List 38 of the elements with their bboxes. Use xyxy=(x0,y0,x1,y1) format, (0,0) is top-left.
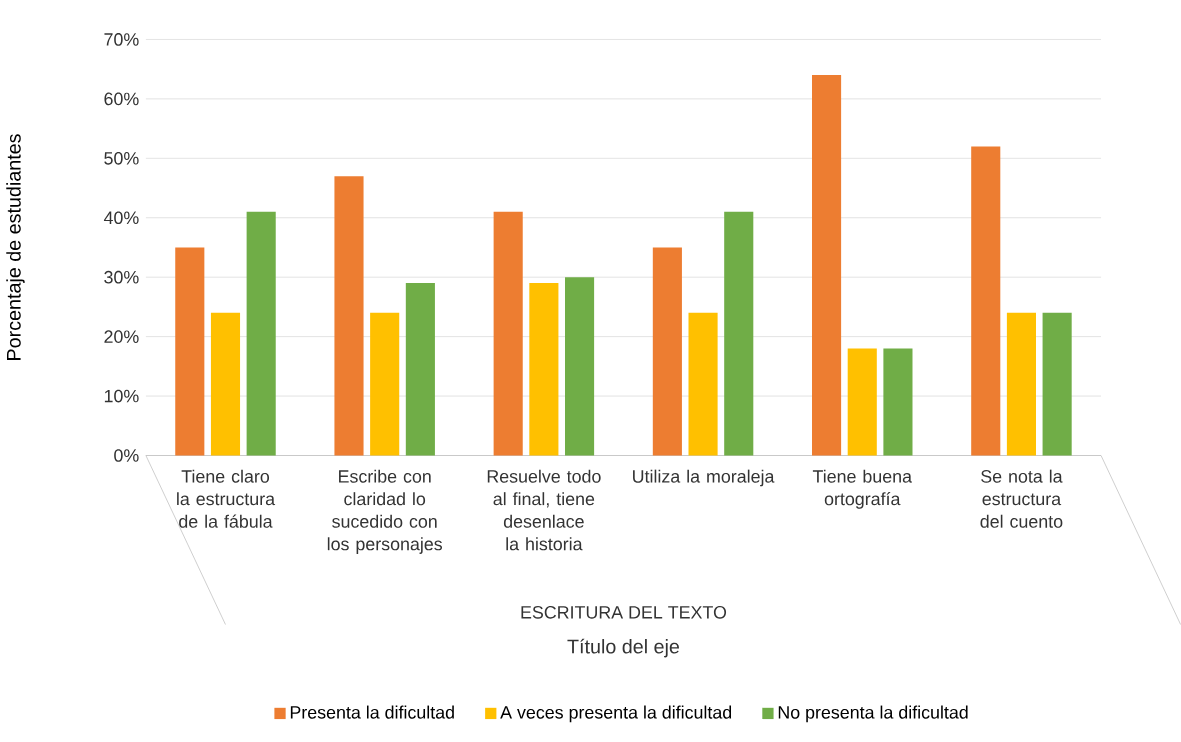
bar xyxy=(652,247,682,456)
y-tick-label: 70% xyxy=(104,33,139,46)
bar xyxy=(883,348,913,456)
bar xyxy=(370,312,400,456)
bar xyxy=(688,312,718,456)
bar xyxy=(246,211,276,456)
bar xyxy=(493,211,523,456)
x-tick-label: Utiliza la moraleja xyxy=(633,469,775,487)
y-tick-label: 20% xyxy=(104,330,139,343)
x-axis-title: Título del eje xyxy=(567,638,680,658)
y-tick-label: 30% xyxy=(104,270,139,284)
legend-label: Presenta la dificultad xyxy=(290,705,454,719)
y-tick-label: 10% xyxy=(104,389,139,403)
x-tick-label: Tiene claro la estructura de la fábula xyxy=(177,469,276,528)
y-axis-title: Porcentaje de estudiantes xyxy=(6,134,25,360)
bar xyxy=(971,146,1001,456)
x-tick-label: Se nota la estructura del cuento xyxy=(980,469,1063,528)
x-tick-label: Resuelve todo al final, tiene desenlace la historia xyxy=(487,469,601,551)
y-tick-label: 0% xyxy=(114,449,139,462)
bar xyxy=(565,277,595,456)
bar xyxy=(812,75,842,456)
y-tick-label: 60% xyxy=(104,92,139,106)
bar xyxy=(210,312,241,456)
bar xyxy=(334,176,364,456)
bar xyxy=(405,283,435,456)
x-tick-label: Tiene buena ortografía xyxy=(812,469,912,509)
bar xyxy=(1006,312,1036,456)
bar xyxy=(724,211,754,456)
bar xyxy=(529,283,559,456)
y-tick-label: 40% xyxy=(103,211,139,225)
bar xyxy=(175,247,205,456)
y-tick-label: 50% xyxy=(104,152,139,165)
bar xyxy=(847,348,877,456)
bar xyxy=(1042,312,1072,456)
legend-label: A veces presenta la dificultad xyxy=(500,705,732,723)
text: ESCRITURA DEL TEXTO xyxy=(521,606,727,619)
x-tick-label: Escribe con claridad lo sucedido con los personajes xyxy=(327,469,443,554)
legend-label: No presenta la dificultad xyxy=(778,705,968,723)
